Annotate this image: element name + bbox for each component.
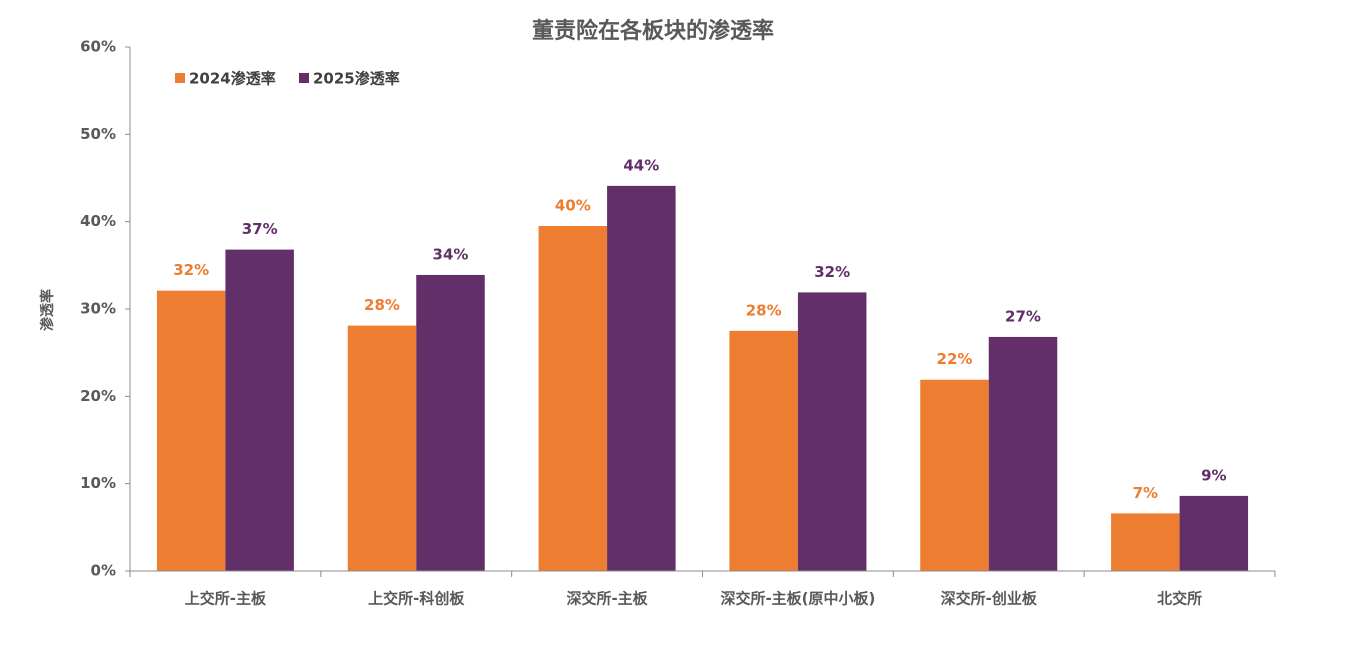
data-label: 32%	[814, 263, 850, 281]
data-label: 34%	[433, 245, 469, 263]
y-tick-label: 30%	[80, 300, 116, 318]
data-label: 40%	[555, 197, 591, 215]
bar	[538, 226, 608, 572]
x-tick-label: 深交所-主板(原中小板)	[720, 590, 875, 608]
y-tick-label: 10%	[80, 474, 116, 492]
data-label: 7%	[1133, 484, 1158, 502]
x-tick-label: 北交所	[1157, 590, 1202, 608]
bar	[920, 379, 989, 571]
data-label: 27%	[1005, 307, 1041, 325]
bar	[607, 185, 676, 572]
bar	[347, 325, 417, 571]
bar	[225, 249, 294, 571]
x-tick-label: 上交所-主板	[185, 590, 267, 608]
legend-swatch	[175, 73, 185, 83]
legend-swatch	[299, 73, 309, 83]
y-tick-label: 0%	[91, 562, 116, 580]
bar	[1111, 513, 1180, 571]
x-tick-label: 深交所-创业板	[941, 590, 1038, 608]
chart-title: 董责险在各板块的渗透率	[532, 18, 774, 44]
data-label: 22%	[937, 350, 973, 368]
data-label: 9%	[1201, 466, 1226, 484]
bar	[1179, 495, 1249, 571]
data-label: 37%	[242, 220, 278, 238]
y-axis-title: 渗透率	[39, 289, 56, 331]
data-label: 44%	[623, 156, 659, 174]
bar	[988, 336, 1058, 571]
legend-label: 2024渗透率	[189, 70, 276, 88]
x-tick-label: 深交所-主板	[566, 590, 648, 608]
y-tick-label: 50%	[80, 125, 116, 143]
bar	[156, 290, 226, 571]
bar	[797, 292, 867, 571]
data-label: 32%	[173, 261, 209, 279]
legend-label: 2025渗透率	[313, 70, 400, 88]
data-label: 28%	[364, 296, 400, 314]
x-tick-label: 上交所-科创板	[368, 590, 465, 608]
bar	[729, 330, 798, 571]
y-tick-label: 60%	[80, 38, 116, 56]
bar	[416, 274, 485, 571]
y-tick-label: 40%	[80, 212, 116, 230]
data-label: 28%	[746, 301, 782, 319]
y-tick-label: 20%	[80, 387, 116, 405]
